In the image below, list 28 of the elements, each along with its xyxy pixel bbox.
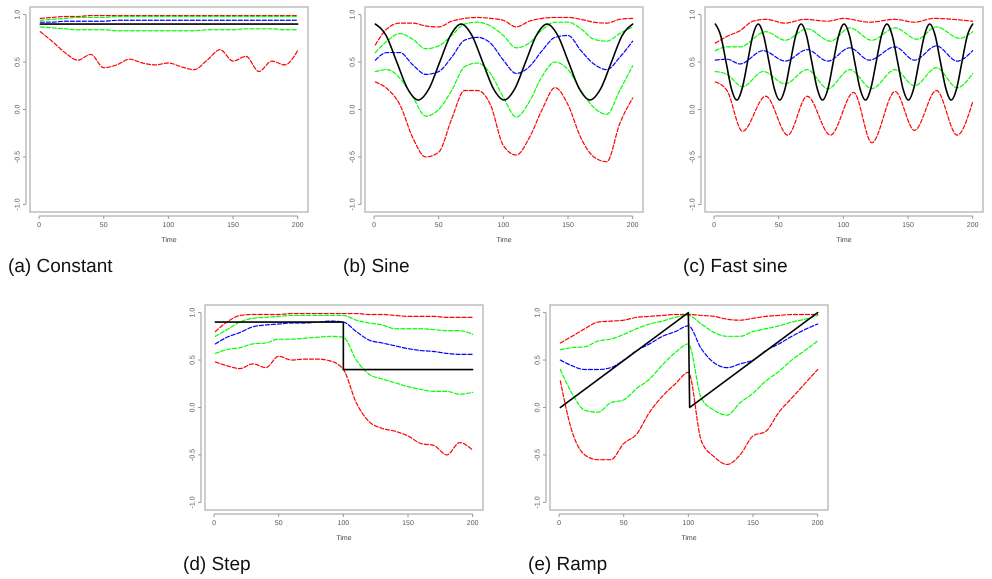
line-series — [214, 314, 474, 337]
line-series — [714, 18, 974, 44]
line-series — [714, 23, 974, 101]
line-series — [560, 340, 818, 416]
line-series — [714, 45, 974, 65]
line-series — [374, 23, 634, 101]
line-series — [214, 320, 474, 355]
line-series — [214, 336, 474, 395]
line-series — [714, 67, 974, 90]
text: (b) Sine — [343, 256, 410, 277]
line-series — [714, 26, 974, 52]
line-series — [214, 312, 474, 332]
line-series — [374, 61, 634, 118]
line-series — [40, 31, 298, 72]
line-series — [560, 314, 818, 344]
text: (c) Fast sine — [683, 256, 788, 277]
line-series — [374, 81, 634, 162]
line-series — [214, 356, 474, 456]
text: (d) Step — [183, 554, 251, 575]
line-series — [374, 22, 634, 54]
line-series — [714, 81, 974, 144]
line-series — [560, 368, 818, 466]
line-series — [374, 16, 634, 46]
text: (e) Ramp — [528, 554, 608, 575]
line-series — [560, 323, 818, 370]
text: (a) Constant — [8, 256, 114, 277]
line-series — [374, 34, 634, 75]
line-series — [560, 314, 818, 350]
